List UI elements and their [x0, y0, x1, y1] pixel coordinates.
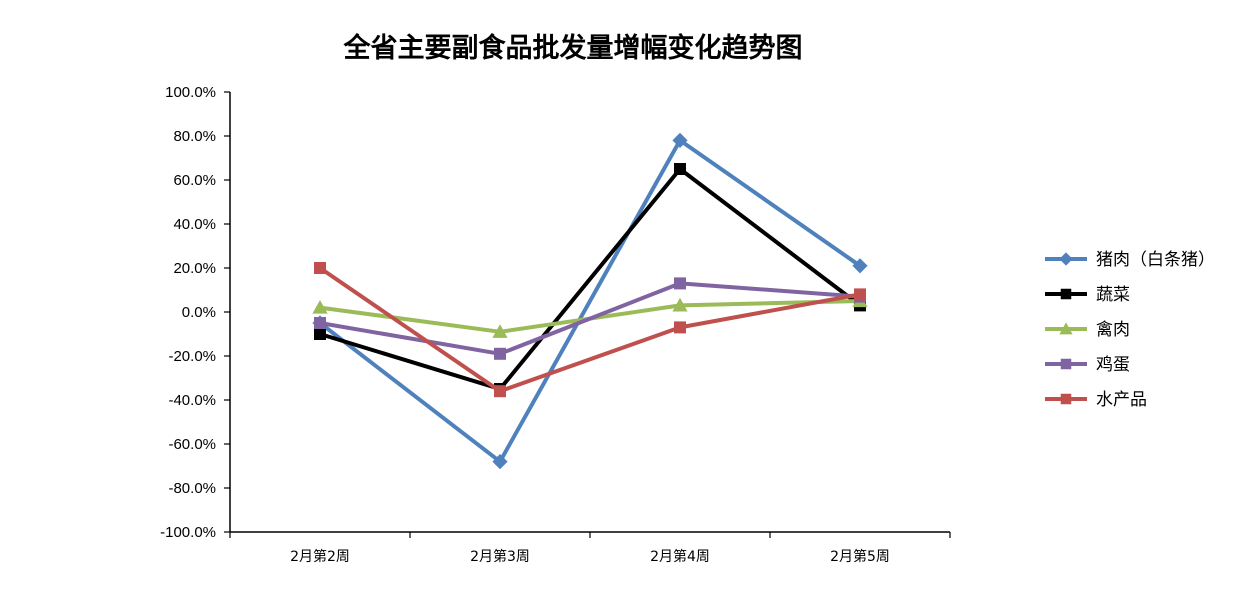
data-point: [492, 454, 508, 470]
y-tick-label: -40.0%: [168, 392, 216, 409]
y-tick-label: 80.0%: [173, 128, 216, 145]
x-tick-label: 2月第4周: [650, 548, 710, 565]
data-point: [852, 258, 868, 274]
series-line: [319, 167, 862, 391]
legend-marker: [1060, 358, 1072, 370]
legend-label: 鸡蛋: [1096, 355, 1130, 375]
data-point: [674, 163, 686, 175]
legend-label: 水产品: [1096, 390, 1147, 410]
data-point: [494, 385, 506, 398]
legend-marker: [1059, 252, 1073, 266]
y-tick-label: -100.0%: [160, 524, 216, 541]
y-tick-label: 0.0%: [182, 304, 216, 321]
y-tick-label: -80.0%: [168, 480, 216, 497]
legend-marker: [1059, 322, 1073, 335]
data-point: [492, 324, 508, 338]
legend-marker: [1060, 393, 1072, 405]
legend-item: 蔬菜: [1045, 285, 1130, 305]
x-tick-label: 2月第3周: [470, 548, 530, 565]
y-tick-label: 20.0%: [173, 260, 216, 277]
y-tick-label: 60.0%: [173, 172, 216, 189]
y-tick-label: -20.0%: [168, 348, 216, 365]
x-tick-label: 2月第5周: [830, 548, 890, 565]
legend-item: 禽肉: [1045, 320, 1130, 340]
y-tick-label: 100.0%: [165, 84, 216, 101]
data-point: [494, 347, 506, 360]
data-point: [672, 297, 688, 312]
y-tick-label: -60.0%: [168, 436, 216, 453]
data-point: [854, 288, 866, 301]
legend-label: 蔬菜: [1096, 285, 1130, 305]
series-4: [314, 262, 866, 398]
chart-title: 全省主要副食品批发量增幅变化趋势图: [343, 32, 803, 64]
legend-label: 猪肉（白条猪）: [1096, 250, 1215, 270]
legend-item: 鸡蛋: [1045, 355, 1130, 375]
series-line: [318, 138, 862, 464]
series-line: [318, 266, 861, 394]
data-point: [312, 300, 328, 314]
y-tick-label: 40.0%: [173, 216, 216, 233]
data-point: [674, 321, 686, 334]
legend-item: 猪肉（白条猪）: [1045, 250, 1215, 270]
legend-label: 禽肉: [1096, 320, 1130, 340]
legend-marker: [1060, 288, 1072, 300]
series-line: [319, 299, 861, 334]
data-point: [314, 328, 326, 340]
series-line: [319, 281, 861, 356]
data-point: [314, 262, 326, 274]
data-point: [672, 132, 688, 148]
data-point: [314, 317, 326, 329]
plot-area: -100.0% -80.0% -60.0% -40.0% -20.0% 0.0% 20.0%…: [160, 84, 951, 565]
legend-item: 水产品: [1045, 390, 1147, 410]
x-tick-label: 2月第2周: [290, 548, 350, 565]
data-point: [674, 277, 686, 290]
